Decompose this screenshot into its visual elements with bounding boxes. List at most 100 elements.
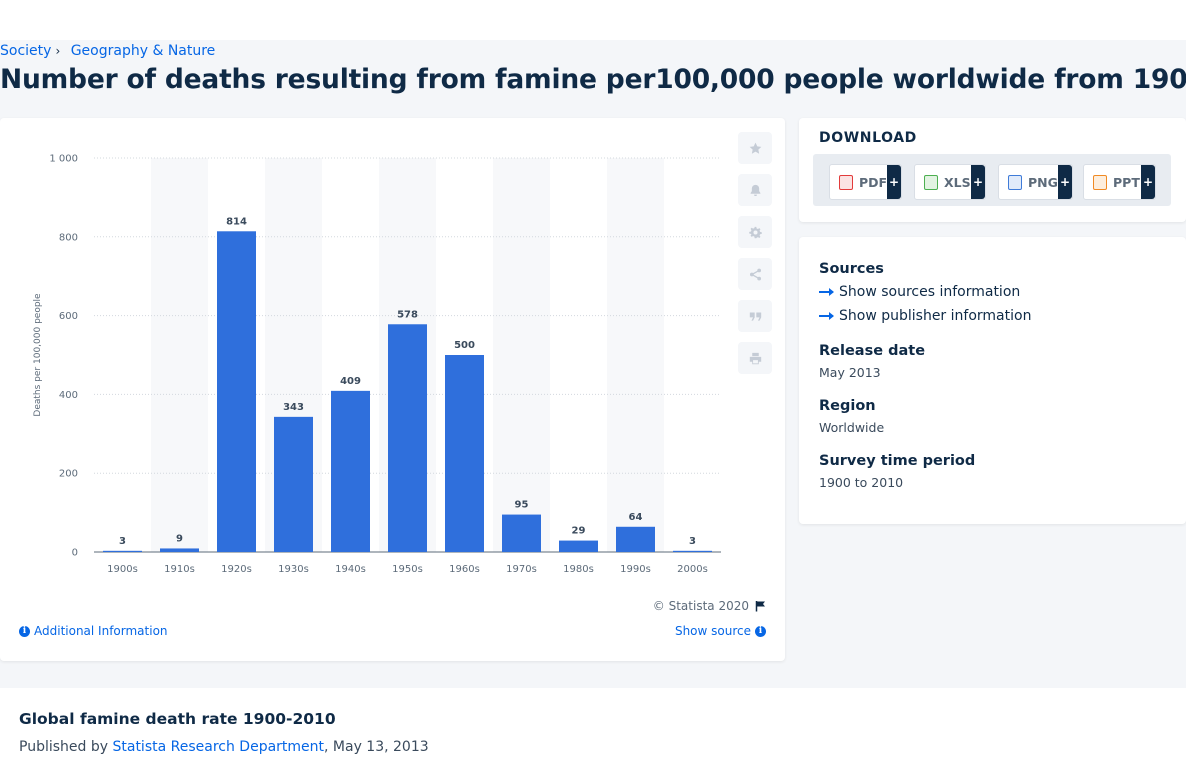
bar [103, 550, 142, 552]
description-card: Global famine death rate 1900-2010 Publi… [0, 688, 1186, 760]
y-tick-label: 400 [59, 390, 78, 401]
show-source-label: Show source [674, 624, 751, 638]
chart-card: 0 200 400 600 800 1 000 Deaths per 100,000 peo… [0, 118, 785, 661]
download-ppt-label: PPT [1113, 174, 1140, 190]
x-tick-label: 1900s [107, 564, 138, 575]
release-date-heading: Release date [819, 343, 926, 359]
bar [502, 514, 541, 552]
gear-icon [748, 226, 762, 238]
plus-icon: + [887, 165, 901, 199]
x-tick-label: 2000s [677, 564, 708, 575]
region-value: Worldwide [819, 420, 885, 435]
survey-period-value: 1900 to 2010 [819, 475, 904, 490]
additional-information-label: Additional Information [34, 624, 168, 638]
bar-data-label: 29 [572, 526, 586, 537]
category-band [607, 158, 664, 552]
y-tick-label: 1 000 [49, 154, 78, 165]
download-xls-button[interactable]: XLS + [914, 164, 986, 200]
y-tick-label: 0 [72, 548, 78, 559]
plus-icon: + [971, 165, 985, 199]
bar [274, 416, 313, 552]
plus-icon: + [1058, 165, 1072, 199]
x-tick-label: 1930s [278, 564, 309, 575]
arrow-right-icon [819, 288, 834, 296]
bar-data-label: 343 [283, 402, 304, 413]
show-sources-link[interactable]: Show sources information [819, 284, 1020, 300]
printer-icon [749, 352, 761, 364]
favorite-button[interactable] [738, 132, 772, 164]
bar [388, 324, 427, 552]
breadcrumb-geography[interactable]: Geography & Nature [70, 43, 216, 59]
bar-data-label: 500 [454, 340, 475, 351]
quote-icon [749, 311, 761, 321]
download-ppt-button[interactable]: PPT + [1083, 164, 1156, 200]
download-row: PDF + XLS + PNG + PPT + [813, 154, 1171, 206]
bar-data-label: 409 [340, 376, 361, 387]
share-button[interactable] [738, 258, 772, 290]
top-strip [0, 0, 1186, 40]
bar [217, 231, 256, 552]
bar-chart: 0 200 400 600 800 1 000 Deaths per 100,000 peo… [33, 154, 721, 575]
download-xls-label: XLS [944, 174, 971, 190]
category-band [151, 158, 208, 552]
bar-data-label: 814 [226, 216, 247, 227]
flag-icon[interactable] [755, 600, 767, 612]
y-tick-label: 600 [59, 311, 78, 322]
author-link[interactable]: Statista Research Department [112, 739, 325, 755]
page-title: Number of deaths resulting from famine p… [0, 64, 1186, 95]
bar [616, 526, 655, 552]
x-tick-label: 1950s [392, 564, 423, 575]
bar [331, 390, 370, 552]
bar-data-label: 9 [176, 533, 183, 544]
show-publisher-link[interactable]: Show publisher information [819, 308, 1031, 324]
show-publisher-label: Show publisher information [839, 308, 1032, 324]
arrow-right-icon [819, 312, 834, 320]
download-title: DOWNLOAD [819, 130, 917, 146]
xls-icon [924, 174, 938, 190]
breadcrumb-society[interactable]: Society [0, 43, 52, 59]
category-band [493, 158, 550, 552]
bar-data-label: 3 [689, 536, 696, 547]
bar [673, 550, 712, 552]
download-card: DOWNLOAD PDF + XLS + PNG + PPT + [799, 118, 1186, 222]
published-by-line: Published by Statista Research Departmen… [19, 739, 429, 755]
x-tick-label: 1990s [620, 564, 651, 575]
bar [559, 540, 598, 552]
download-png-label: PNG [1028, 174, 1058, 190]
statistic-short-title: Global famine death rate 1900-2010 [19, 710, 336, 728]
bar-data-label: 64 [629, 512, 643, 523]
y-axis-title: Deaths per 100,000 people [33, 293, 43, 417]
show-source-link[interactable]: Show source i [675, 624, 766, 638]
breadcrumb: Society › Geography & Nature [0, 43, 215, 59]
download-pdf-button[interactable]: PDF + [829, 164, 902, 200]
x-tick-label: 1980s [563, 564, 594, 575]
additional-information-link[interactable]: i Additional Information [19, 624, 168, 638]
download-png-button[interactable]: PNG + [998, 164, 1073, 200]
settings-button[interactable] [738, 216, 772, 248]
x-tick-label: 1910s [164, 564, 195, 575]
published-by-label: Published by [19, 739, 109, 755]
pdf-icon [839, 174, 853, 190]
x-tick-label: 1970s [506, 564, 537, 575]
copyright-text: © Statista 2020 [652, 599, 749, 613]
region-heading: Region [819, 398, 876, 414]
bar-data-label: 3 [119, 536, 126, 547]
notification-button[interactable] [738, 174, 772, 206]
cite-button[interactable] [738, 300, 772, 332]
ppt-icon [1093, 174, 1107, 190]
breadcrumb-chevron-icon: › [55, 44, 61, 58]
print-button[interactable] [738, 342, 772, 374]
statistic-meta-card: Sources Show sources information Show pu… [799, 237, 1186, 524]
y-tick-label: 800 [59, 232, 78, 243]
sources-heading: Sources [819, 261, 884, 277]
plus-icon: + [1141, 165, 1155, 199]
info-icon: i [19, 625, 30, 637]
show-sources-label: Show sources information [839, 284, 1021, 300]
release-date-value: May 2013 [819, 365, 881, 380]
bar-data-label: 95 [515, 500, 529, 511]
png-icon [1008, 174, 1022, 190]
x-tick-label: 1940s [335, 564, 366, 575]
bar [160, 548, 199, 552]
chart-copyright: © Statista 2020 [653, 599, 767, 613]
chart-tools [738, 132, 772, 384]
